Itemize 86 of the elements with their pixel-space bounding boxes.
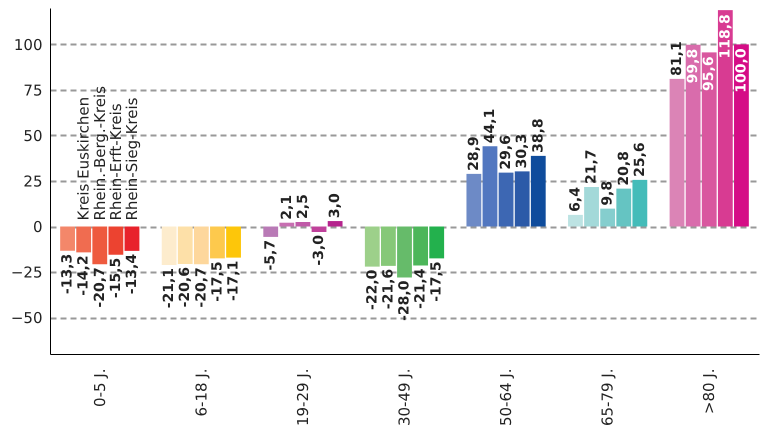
x-tick-label: 65-79 J. [598,368,617,426]
bar [670,78,684,227]
data-label: 2,1 [278,194,295,220]
data-label: -17,1 [226,260,242,302]
text: Kreis Euskirchen [74,96,93,221]
data-label: 29,6 [498,135,514,170]
bar [328,221,343,227]
bar [568,214,583,227]
y-tick-label: 75 [23,81,42,100]
data-label: 118,8 [717,14,734,58]
y-tick-label: −50 [10,309,42,328]
bar [312,226,326,232]
bar [226,226,241,258]
bar [466,174,482,227]
bar [263,226,278,237]
y-tick-label: 0 [32,218,42,236]
y-tick-label: 50 [23,126,42,145]
text: Rhein-Erft-Kreis [106,103,125,221]
bar [380,226,396,266]
data-label: -28,0 [396,280,412,321]
data-label: 20,8 [616,151,632,186]
y-tick-label: −25 [10,264,42,282]
bar [108,226,124,255]
bar [413,226,428,266]
data-label: -20,7 [193,267,210,308]
data-label: 3,0 [327,193,344,218]
bar [210,226,225,258]
bar [616,188,632,227]
bar [124,226,140,251]
bar [296,222,310,227]
bar [686,44,701,227]
data-label: 99,8 [685,48,702,84]
data-label: -21,6 [380,268,396,310]
data-label: -20,7 [92,267,108,308]
data-label: -5,7 [262,240,279,271]
bar [498,172,514,227]
bar [718,10,733,227]
data-label: -21,4 [412,268,429,309]
data-label: -17,5 [428,261,445,302]
bar [60,226,75,251]
data-label: -3,0 [311,234,328,266]
data-label: -14,2 [76,255,92,296]
bar [600,208,616,227]
bar [162,226,177,265]
y-tick-label: 25 [23,172,42,190]
x-tick-label: >80 J. [700,368,718,414]
data-label: 95,6 [701,56,718,91]
bar [514,171,530,227]
text: Rhein-Sieg-Kreis [122,97,141,221]
data-label: 30,3 [514,134,530,168]
data-label: 44,1 [482,108,498,144]
data-label: 100,0 [733,48,750,93]
bar [632,180,648,227]
data-label: -20,6 [177,267,194,308]
bar [702,52,717,227]
data-label: 2,5 [294,194,311,219]
data-label: 28,9 [466,136,482,171]
x-tick-label: 6-18 J. [192,368,210,417]
data-label: -22,0 [364,269,380,310]
bar [279,222,294,227]
x-tick-label: 0-5 J. [90,368,109,407]
data-label: -13,3 [60,254,76,294]
data-label: -13,4 [124,254,140,294]
data-label: 25,6 [632,142,648,177]
bar [530,156,546,227]
bar [734,44,749,227]
text: Rhein.-Berg.-Kreis [90,86,109,221]
x-tick-label: 30-49 J. [396,368,414,426]
data-label: -17,5 [209,261,226,302]
bar [482,146,498,227]
bar [429,226,444,258]
bar [364,226,380,267]
bar [92,226,108,264]
bar [397,226,412,278]
data-label: 6,4 [567,186,584,212]
bar [76,226,92,252]
data-label: 9,8 [600,180,616,206]
data-label: 21,7 [584,149,600,184]
y-tick-label: 100 [14,36,42,54]
data-label: -15,5 [108,258,124,298]
data-label: -21,1 [161,268,178,308]
data-label: 38,8 [530,118,546,153]
x-tick-label: 19-29 J. [294,368,312,426]
data-label: 81,1 [669,41,686,76]
bar [584,187,599,227]
x-tick-label: 50-64 J. [497,368,516,426]
